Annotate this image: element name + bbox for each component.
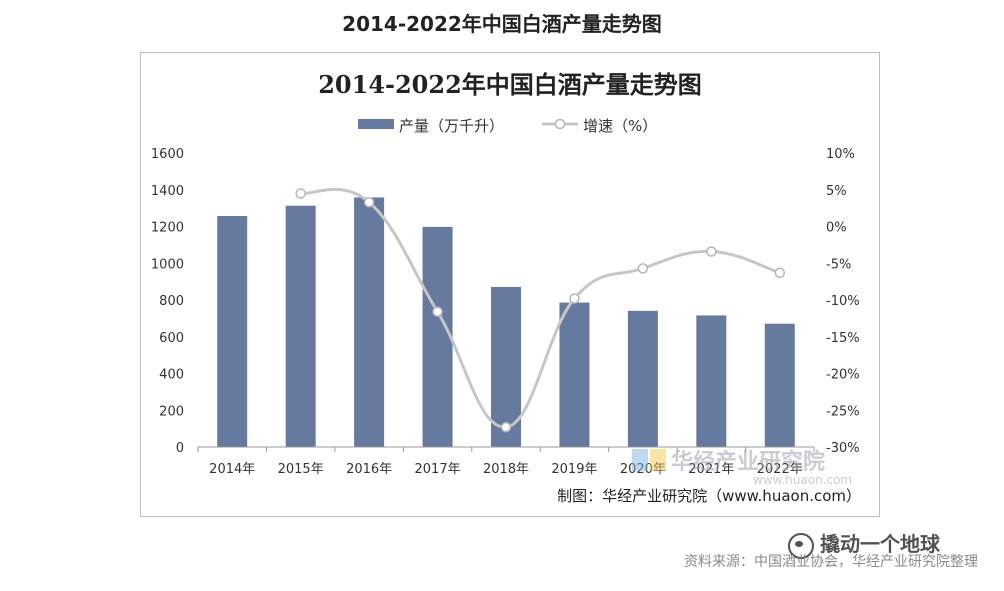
y-right-tick-label: -15%	[826, 331, 860, 346]
legend: 产量（万千升） 增速（%）	[358, 117, 657, 135]
y-right-tick-label: -30%	[826, 441, 860, 456]
y-left-tick-label: 0	[176, 441, 184, 456]
y-right-tick-label: -20%	[826, 368, 860, 383]
bar	[696, 315, 727, 447]
x-tick-label: 2017年	[415, 462, 461, 477]
wechat-badge: 撬动一个地球	[788, 528, 940, 559]
watermark: 华经产业研究院 www.huaon.com	[632, 449, 852, 487]
y-right-tick-label: -25%	[826, 404, 860, 419]
growth-point	[363, 196, 375, 208]
legend-bar-label: 产量（万千升）	[399, 117, 504, 135]
x-tick-label: 2018年	[483, 462, 529, 477]
growth-point	[500, 421, 512, 433]
growth-line	[300, 187, 781, 429]
bar	[285, 205, 316, 447]
watermark-logo-right	[650, 449, 666, 471]
wechat-icon	[788, 532, 814, 559]
x-tick-label: 2016年	[346, 462, 392, 477]
growth-point	[706, 246, 717, 257]
watermark-url: www.huaon.com	[753, 473, 852, 487]
watermark-logo-left	[632, 449, 648, 471]
chart-title: 2014-2022年中国白酒产量走势图	[318, 70, 702, 99]
bar	[354, 197, 385, 447]
bar-series	[217, 197, 795, 447]
y-left-tick-label: 400	[159, 368, 184, 383]
y-left-tick-label: 1200	[151, 221, 184, 236]
y-right-tick-label: 10%	[826, 147, 855, 162]
y-left-tick-label: 1600	[151, 147, 184, 162]
y-left-tick-label: 200	[159, 404, 184, 419]
y-right-tick-label: -5%	[826, 257, 851, 272]
y-left-tick-label: 1400	[151, 184, 184, 199]
x-tick-label: 2021年	[688, 462, 734, 477]
line-series	[295, 187, 786, 433]
bar	[217, 216, 248, 447]
source-note: 资料来源：中国酒业协会，华经产业研究院整理	[684, 554, 978, 570]
growth-point	[569, 293, 580, 304]
bar	[559, 302, 590, 447]
y-left-tick-label: 1000	[151, 257, 184, 272]
x-tick-label: 2022年	[757, 462, 803, 477]
y-right-tick-label: 5%	[826, 184, 847, 199]
bar	[422, 226, 453, 447]
growth-point	[432, 306, 443, 318]
y-left-tick-label: 800	[159, 294, 184, 309]
bar	[764, 323, 795, 447]
watermark-name: 华经产业研究院	[671, 449, 825, 475]
growth-point	[637, 263, 649, 274]
wechat-label: 撬动一个地球	[820, 532, 940, 556]
x-tick-label: 2014年	[209, 462, 255, 477]
chart-credit: 制图：华经产业研究院（www.huaon.com）	[557, 487, 861, 505]
legend-bar-swatch	[358, 119, 394, 129]
legend-line-label: 增速（%）	[583, 117, 657, 135]
y-left-axis: 0 200 400 600 800 1000 1200 1400 1600	[151, 147, 184, 456]
chart-svg: 2014-2022年中国白酒产量走势图 产量（万千升） 增速（%） 0 200 40…	[151, 70, 861, 505]
x-tick-label: 2019年	[551, 462, 597, 477]
growth-point	[295, 188, 306, 199]
page-title: 2014-2022年中国白酒产量走势图	[342, 12, 662, 36]
x-axis: 2014年2015年2016年2017年2018年2019年2020年2021年…	[197, 447, 815, 477]
bar	[627, 310, 658, 447]
legend-line-marker	[554, 118, 566, 130]
chart-frame: 2014-2022年中国白酒产量走势图 产量（万千升） 增速（%） 0 200 40…	[140, 52, 880, 517]
y-right-tick-label: -10%	[826, 294, 860, 309]
y-right-axis: -30% -25% -20% -15% -10% -5% 0% 5% 10%	[826, 147, 860, 456]
y-left-tick-label: 600	[159, 331, 184, 346]
x-tick-label: 2015年	[278, 462, 324, 477]
y-right-tick-label: 0%	[826, 221, 847, 236]
growth-point	[774, 267, 786, 279]
